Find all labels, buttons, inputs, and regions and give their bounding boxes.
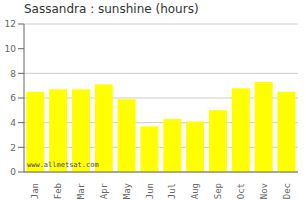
- svg-text:12: 12: [8, 19, 16, 29]
- svg-text:Nov: Nov: [259, 183, 269, 199]
- html-text:Sassandra : sunshine (hours): Sassandra : sunshine (hours): [24, 2, 199, 16]
- svg-text:Apr: Apr: [99, 182, 109, 199]
- svg-text:6: 6: [10, 93, 16, 103]
- svg-text:Aug: Aug: [190, 183, 200, 199]
- svg-text:Jan: Jan: [30, 183, 40, 199]
- svg-text:Sep: Sep: [213, 183, 223, 199]
- svg-text:Jul: Jul: [167, 183, 177, 199]
- svg-text:8: 8: [10, 69, 16, 79]
- svg-text:Feb: Feb: [53, 183, 63, 199]
- html-text:www.allmetsat.com: www.allmetsat.com: [27, 161, 99, 169]
- svg-text:Jun: Jun: [145, 183, 155, 199]
- svg-text:2: 2: [10, 143, 16, 153]
- svg-text:10: 10: [8, 44, 16, 54]
- svg-text:Oct: Oct: [236, 183, 246, 199]
- svg-text:May: May: [122, 182, 132, 199]
- svg-text:Mar: Mar: [76, 182, 86, 199]
- svg-text:4: 4: [10, 118, 16, 128]
- svg-text:0: 0: [10, 167, 16, 177]
- svg-text:Dec: Dec: [282, 183, 292, 199]
